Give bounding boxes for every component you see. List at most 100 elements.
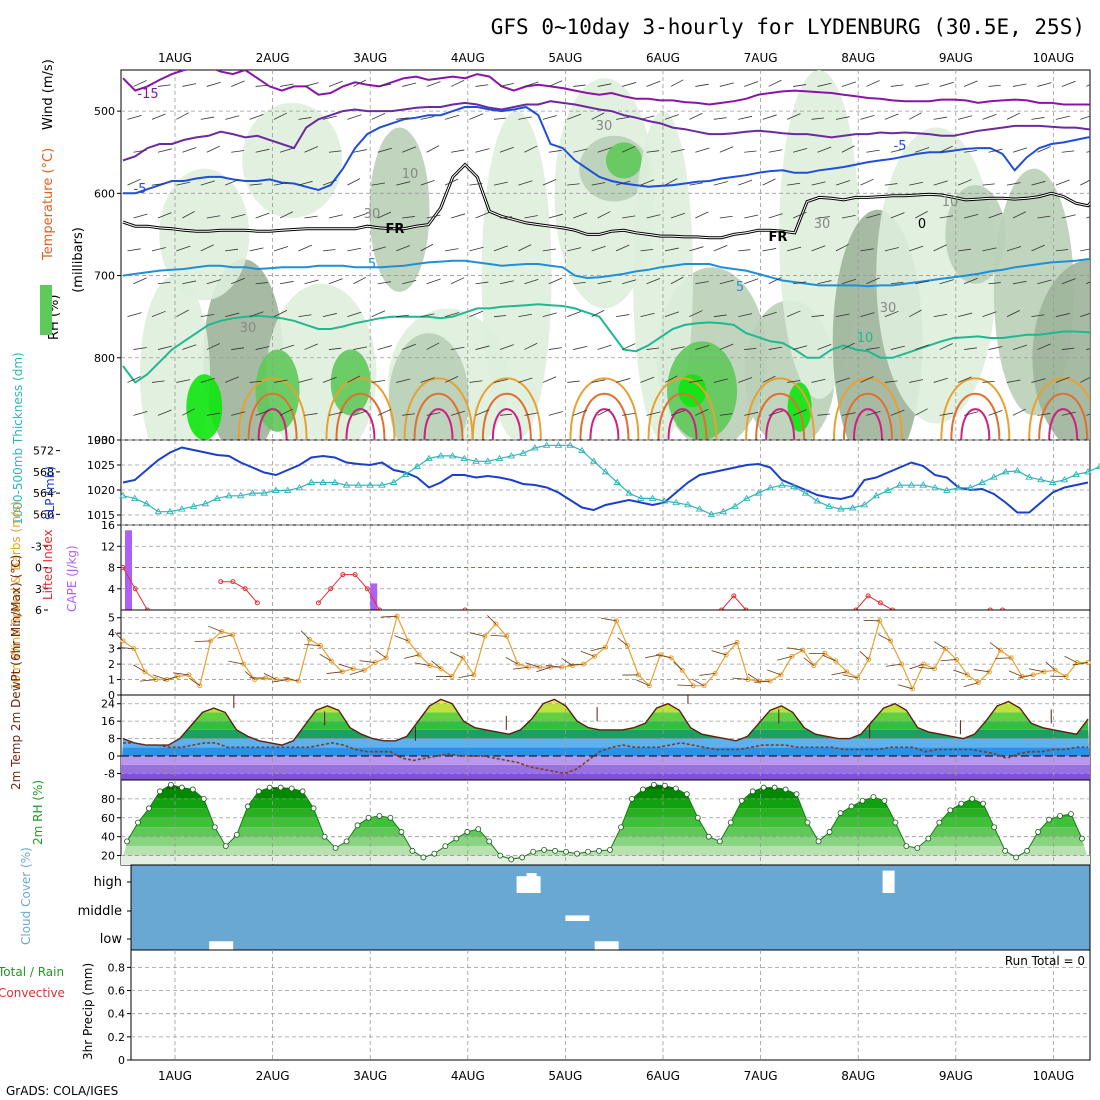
wind-barb (719, 279, 734, 285)
wind-barb (255, 84, 268, 87)
wind-barb (890, 281, 904, 285)
wind-barb (255, 282, 268, 285)
rh2m-label: 2m RH (%) (31, 780, 45, 845)
freezing-inner (122, 163, 1090, 239)
wind-barb (225, 179, 239, 186)
tick-label: 500 (94, 105, 115, 118)
wind-barb (817, 82, 832, 87)
tick-label: 0 (35, 562, 42, 575)
rh2m-point (211, 824, 218, 831)
wind10-barb (1045, 661, 1056, 671)
wind10-point (482, 633, 488, 639)
lifted-index-point (242, 586, 248, 592)
wind-barb (615, 244, 630, 252)
wind-barb (915, 408, 928, 416)
wind-barb (1061, 214, 1076, 219)
wind-barb (231, 80, 245, 87)
wind-barb (377, 211, 392, 219)
wind-barb (371, 182, 386, 186)
contour-label: -15 (137, 87, 158, 102)
thickness-marker (519, 449, 527, 456)
wind-barb (157, 409, 172, 416)
wind-barb (322, 179, 337, 186)
rh-shade (1032, 259, 1090, 440)
wind10-point (866, 656, 872, 662)
wind10-barb (1028, 668, 1045, 673)
day-label-top: 3AUG (353, 51, 387, 65)
wind-barb (304, 82, 319, 87)
wind-barb (1037, 146, 1051, 153)
lifted-index-point (877, 600, 883, 606)
wind-barb (567, 113, 582, 120)
cape-label: CAPE (J/kg) (65, 545, 79, 612)
wind-barb (231, 347, 245, 350)
day-label-bottom: 1AUG (158, 1069, 192, 1083)
wind10-point (778, 672, 784, 678)
wind-barb (322, 249, 336, 252)
lifted-index-point (315, 600, 321, 606)
wind10-barb (859, 650, 869, 660)
rh2m-point (859, 797, 866, 804)
wind10-point (164, 677, 170, 683)
wind-barb (964, 411, 979, 416)
wind-barb (817, 344, 832, 350)
wind10-barb (469, 632, 485, 637)
wind10-barb (404, 654, 420, 659)
rh2m-point (266, 784, 273, 791)
wind-barb (493, 379, 508, 383)
wind-barb (884, 183, 898, 186)
wind10-point (1052, 667, 1058, 673)
thickness-marker (648, 494, 657, 501)
tick-label: 6 (35, 604, 42, 617)
wind10-barb (995, 657, 1012, 659)
rh2m-point (1002, 847, 1009, 854)
wind-barb (573, 409, 588, 416)
wind-barb (450, 213, 466, 219)
wind10-barb (300, 630, 310, 640)
wind-barb (615, 180, 631, 186)
wind-barb (835, 116, 850, 120)
wind10-barb (152, 674, 167, 680)
rh2m-point (936, 819, 943, 826)
wind-barb (670, 276, 684, 285)
wind-barb (469, 246, 484, 252)
wind-barb (884, 247, 899, 252)
wind-barb (762, 375, 776, 383)
thickness-marker (637, 494, 645, 501)
wind-barb (182, 147, 197, 153)
thickness-marker (531, 444, 539, 451)
wind-barb (939, 279, 954, 285)
wind10-barb (505, 657, 518, 665)
rh2m-point (1057, 812, 1063, 819)
wind-barb (768, 149, 783, 153)
wind-barb (567, 247, 582, 252)
rh2m-point (848, 803, 855, 810)
contour--15 (122, 70, 1090, 106)
tick-label: 1015 (87, 509, 115, 522)
wind-barb (866, 80, 880, 87)
rh2m-point (420, 854, 427, 861)
wind-barb (347, 247, 362, 252)
rh2m-point (530, 848, 537, 855)
rh2m-point (277, 784, 284, 791)
wind-barb (1086, 281, 1090, 285)
rh2m-point (1068, 811, 1074, 817)
rh2m-point (782, 786, 789, 793)
contour-label: -5 (894, 139, 907, 154)
wind-barb (273, 246, 289, 252)
thickness-marker (825, 502, 833, 509)
rh2m-point (969, 795, 976, 802)
rh2m-point (343, 838, 350, 845)
tick-label: 0.6 (108, 985, 126, 998)
wind-barb (176, 112, 189, 120)
thickness-marker (742, 494, 751, 501)
temp2m-label: 2m Temp 2m DewPt (6hr Min/Max) (°C) (9, 555, 23, 790)
wind10-point (811, 663, 817, 669)
wind-barb (866, 347, 880, 350)
wind-barb (958, 312, 973, 318)
wind-barb (206, 145, 220, 153)
wind-barb (493, 181, 508, 186)
rh2m-point (442, 843, 449, 850)
tick-label: 560 (33, 508, 54, 521)
rh2m-point (222, 843, 229, 850)
